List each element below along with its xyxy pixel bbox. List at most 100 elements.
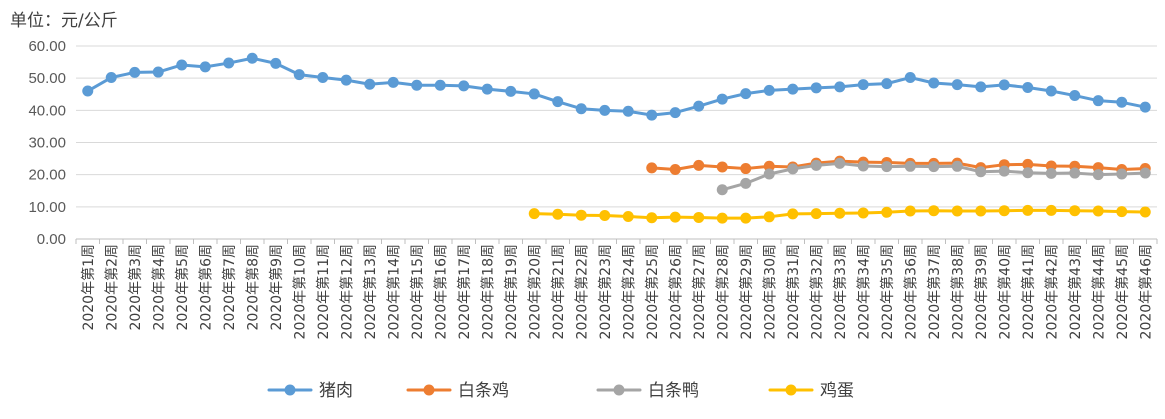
data-point: [810, 208, 822, 220]
legend-item: 鸡蛋: [768, 381, 854, 401]
series-line: [86, 56, 1147, 117]
legend-label: 鸡蛋: [820, 381, 854, 401]
data-point: [740, 212, 752, 224]
data-point: [834, 207, 846, 219]
x-tick-label: 2020年第15周: [409, 244, 426, 339]
data-point: [951, 205, 963, 217]
data-point: [1139, 206, 1151, 218]
x-tick-label: 2020年第36周: [902, 244, 919, 339]
x-tick-label: 2020年第21周: [550, 244, 567, 339]
x-tick-label: 2020年第27周: [691, 244, 708, 339]
x-tick-label: 2020年第2周: [103, 244, 120, 331]
data-point: [763, 84, 775, 96]
legend-marker: [785, 384, 797, 396]
x-tick-label: 2020年第1周: [80, 244, 97, 331]
data-point: [293, 69, 305, 81]
x-tick-label: 2020年第33周: [832, 244, 849, 339]
series-line: [650, 159, 1147, 172]
x-tick-label: 2020年第46周: [1137, 244, 1154, 339]
x-tick-label: 2020年第23周: [597, 244, 614, 339]
data-point: [575, 103, 587, 115]
x-axis: 2020年第1周 2020年第2周 2020年第3周 2020年第4周 2020年第5周…: [75, 239, 1158, 339]
data-point: [340, 74, 352, 86]
legend-marker: [284, 384, 296, 396]
x-tick-label: 2020年第41周: [1020, 244, 1037, 339]
y-tick-label: 60.00: [28, 38, 66, 55]
data-point: [998, 205, 1010, 217]
legend-item: 猪肉: [267, 381, 353, 401]
x-tick-label: 2020年第12周: [338, 244, 355, 339]
data-point: [834, 157, 846, 169]
legend-item: 白条鸭: [596, 381, 699, 401]
data-point: [646, 212, 658, 224]
x-tick-label: 2020年第44周: [1090, 244, 1107, 339]
data-point: [787, 83, 799, 95]
data-point: [669, 211, 681, 223]
data-point: [928, 77, 940, 89]
data-point: [763, 211, 775, 223]
x-tick-label: 2020年第18周: [479, 244, 496, 339]
data-point: [129, 66, 141, 78]
data-point: [505, 85, 517, 97]
data-point: [1022, 167, 1034, 179]
data-point: [998, 79, 1010, 91]
data-point: [434, 79, 446, 91]
data-point: [928, 205, 940, 217]
data-point: [857, 207, 869, 219]
data-point: [904, 205, 916, 217]
y-tick-label: 50.00: [28, 70, 66, 87]
x-tick-label: 2020年第32周: [808, 244, 825, 339]
x-tick-label: 2020年第17周: [456, 244, 473, 339]
x-tick-label: 2020年第37周: [926, 244, 943, 339]
x-tick-label: 2020年第40周: [996, 244, 1013, 339]
data-point: [857, 160, 869, 172]
data-point: [528, 88, 540, 100]
data-point: [646, 109, 658, 121]
x-tick-label: 2020年第25周: [644, 244, 661, 339]
data-point: [881, 78, 893, 90]
data-point: [458, 80, 470, 92]
x-tick-label: 2020年第22周: [573, 244, 590, 339]
data-point: [223, 57, 235, 69]
data-point: [1116, 96, 1128, 108]
y-tick-label: 10.00: [28, 199, 66, 216]
legend-label: 猪肉: [319, 381, 353, 401]
data-point: [787, 208, 799, 220]
data-point: [1022, 204, 1034, 216]
data-point: [1092, 169, 1104, 181]
data-point: [481, 83, 493, 95]
x-tick-label: 2020年第28周: [714, 244, 731, 339]
x-tick-label: 2020年第42周: [1043, 244, 1060, 339]
x-tick-label: 2020年第30周: [761, 244, 778, 339]
unit-label: 单位：元/公斤: [10, 11, 118, 31]
data-point: [622, 210, 634, 222]
data-point: [669, 164, 681, 176]
data-point: [669, 107, 681, 119]
x-tick-label: 2020年第16周: [432, 244, 449, 339]
legend-marker: [423, 384, 435, 396]
data-point: [693, 211, 705, 223]
data-point: [599, 104, 611, 116]
data-point: [763, 168, 775, 180]
data-point: [411, 79, 423, 91]
x-tick-label: 2020年第20周: [526, 244, 543, 339]
data-point: [317, 72, 329, 84]
y-tick-label: 0.00: [37, 231, 66, 248]
data-point: [998, 165, 1010, 177]
y-tick-label: 20.00: [28, 167, 66, 184]
x-tick-label: 2020年第4周: [150, 244, 167, 331]
x-tick-label: 2020年第7周: [221, 244, 238, 331]
data-point: [1069, 90, 1081, 102]
data-point: [1092, 95, 1104, 107]
data-point: [1139, 101, 1151, 113]
x-tick-label: 2020年第38周: [949, 244, 966, 339]
legend-marker: [613, 384, 625, 396]
x-tick-label: 2020年第31周: [785, 244, 802, 339]
data-point: [928, 161, 940, 173]
y-tick-label: 30.00: [28, 135, 66, 152]
data-point: [904, 72, 916, 84]
legend-label: 白条鸡: [458, 381, 509, 401]
data-point: [1116, 168, 1128, 180]
legend: 猪肉 白条鸡 白条鸭 鸡蛋: [267, 381, 854, 401]
x-tick-label: 2020年第8周: [244, 244, 261, 331]
